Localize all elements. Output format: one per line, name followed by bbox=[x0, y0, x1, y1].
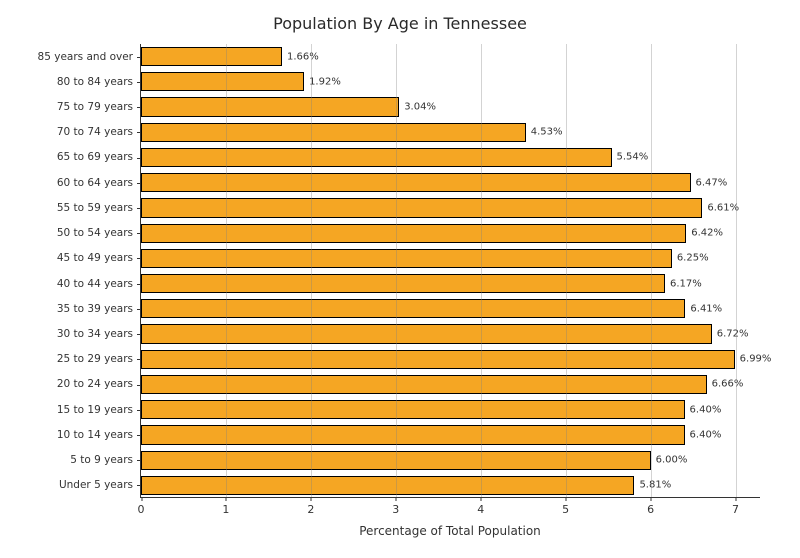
bar-value-label: 1.92% bbox=[309, 76, 341, 87]
y-tick-label: 25 to 29 years bbox=[57, 353, 133, 365]
y-tick-mark bbox=[137, 385, 141, 386]
y-tick-mark bbox=[137, 334, 141, 335]
gridline bbox=[566, 44, 567, 497]
x-tick-label: 4 bbox=[477, 497, 484, 516]
y-tick-label: 15 to 19 years bbox=[57, 404, 133, 416]
y-tick-label: 35 to 39 years bbox=[57, 303, 133, 315]
bar-value-label: 5.54% bbox=[617, 152, 649, 163]
gridline bbox=[396, 44, 397, 497]
y-tick-label: 45 to 49 years bbox=[57, 252, 133, 264]
bar: 5.54% bbox=[141, 148, 612, 167]
y-tick-label: 65 to 69 years bbox=[57, 151, 133, 163]
bar-value-label: 6.42% bbox=[691, 228, 723, 239]
bar-value-label: 6.99% bbox=[740, 354, 772, 365]
y-tick-label: 40 to 44 years bbox=[57, 278, 133, 290]
x-tick-label: 3 bbox=[392, 497, 399, 516]
y-tick-label: 50 to 54 years bbox=[57, 227, 133, 239]
y-tick-label: 55 to 59 years bbox=[57, 202, 133, 214]
bar: 3.04% bbox=[141, 97, 399, 116]
bar: 1.92% bbox=[141, 72, 304, 91]
bar: 6.25% bbox=[141, 249, 672, 268]
bar-value-label: 1.66% bbox=[287, 51, 319, 62]
y-tick-label: 75 to 79 years bbox=[57, 101, 133, 113]
gridline bbox=[311, 44, 312, 497]
bar-value-label: 6.47% bbox=[696, 177, 728, 188]
y-tick-label: 60 to 64 years bbox=[57, 177, 133, 189]
bar: 6.40% bbox=[141, 400, 685, 419]
y-tick-mark bbox=[137, 107, 141, 108]
y-tick-mark bbox=[137, 435, 141, 436]
bar: 6.47% bbox=[141, 173, 691, 192]
y-tick-mark bbox=[137, 183, 141, 184]
plot-area: 85 years and over1.66%80 to 84 years1.92… bbox=[140, 44, 760, 498]
bar-value-label: 6.66% bbox=[712, 379, 744, 390]
y-tick-mark bbox=[137, 309, 141, 310]
y-tick-label: 70 to 74 years bbox=[57, 126, 133, 138]
gridline bbox=[651, 44, 652, 497]
x-tick-label: 1 bbox=[222, 497, 229, 516]
bar-value-label: 3.04% bbox=[404, 102, 436, 113]
y-tick-mark bbox=[137, 485, 141, 486]
y-tick-label: 20 to 24 years bbox=[57, 378, 133, 390]
y-tick-label: Under 5 years bbox=[59, 479, 133, 491]
y-tick-label: 5 to 9 years bbox=[70, 454, 133, 466]
gridline bbox=[736, 44, 737, 497]
gridline bbox=[226, 44, 227, 497]
x-tick-label: 0 bbox=[138, 497, 145, 516]
x-tick-label: 7 bbox=[732, 497, 739, 516]
y-tick-mark bbox=[137, 82, 141, 83]
y-tick-label: 10 to 14 years bbox=[57, 429, 133, 441]
y-tick-label: 30 to 34 years bbox=[57, 328, 133, 340]
bar-value-label: 6.41% bbox=[690, 303, 722, 314]
bar-value-label: 4.53% bbox=[531, 127, 563, 138]
bars-layer: 85 years and over1.66%80 to 84 years1.92… bbox=[141, 44, 760, 497]
bar: 1.66% bbox=[141, 47, 282, 66]
bar: 6.42% bbox=[141, 224, 686, 243]
bar-value-label: 6.17% bbox=[670, 278, 702, 289]
x-tick-label: 2 bbox=[307, 497, 314, 516]
bar-value-label: 6.61% bbox=[707, 202, 739, 213]
bar: 6.17% bbox=[141, 274, 665, 293]
y-tick-label: 80 to 84 years bbox=[57, 76, 133, 88]
y-tick-mark bbox=[137, 233, 141, 234]
y-tick-mark bbox=[137, 57, 141, 58]
bar: 6.99% bbox=[141, 350, 735, 369]
y-tick-mark bbox=[137, 132, 141, 133]
y-tick-mark bbox=[137, 258, 141, 259]
bar-value-label: 6.72% bbox=[717, 329, 749, 340]
y-tick-mark bbox=[137, 208, 141, 209]
bar: 4.53% bbox=[141, 123, 526, 142]
bar-value-label: 6.40% bbox=[690, 429, 722, 440]
bar-value-label: 6.40% bbox=[690, 404, 722, 415]
bar-value-label: 6.00% bbox=[656, 455, 688, 466]
bar-value-label: 5.81% bbox=[639, 480, 671, 491]
chart-title: Population By Age in Tennessee bbox=[0, 14, 800, 33]
bar: 5.81% bbox=[141, 476, 634, 495]
bar: 6.40% bbox=[141, 425, 685, 444]
y-tick-mark bbox=[137, 410, 141, 411]
x-tick-label: 5 bbox=[562, 497, 569, 516]
bar: 6.41% bbox=[141, 299, 685, 318]
y-tick-mark bbox=[137, 284, 141, 285]
y-tick-label: 85 years and over bbox=[38, 51, 133, 63]
chart-container: Population By Age in Tennessee 85 years … bbox=[0, 0, 800, 558]
y-tick-mark bbox=[137, 359, 141, 360]
y-tick-mark bbox=[137, 460, 141, 461]
bar-value-label: 6.25% bbox=[677, 253, 709, 264]
gridline bbox=[481, 44, 482, 497]
y-tick-mark bbox=[137, 158, 141, 159]
x-tick-label: 6 bbox=[647, 497, 654, 516]
x-axis-label: Percentage of Total Population bbox=[140, 524, 760, 538]
